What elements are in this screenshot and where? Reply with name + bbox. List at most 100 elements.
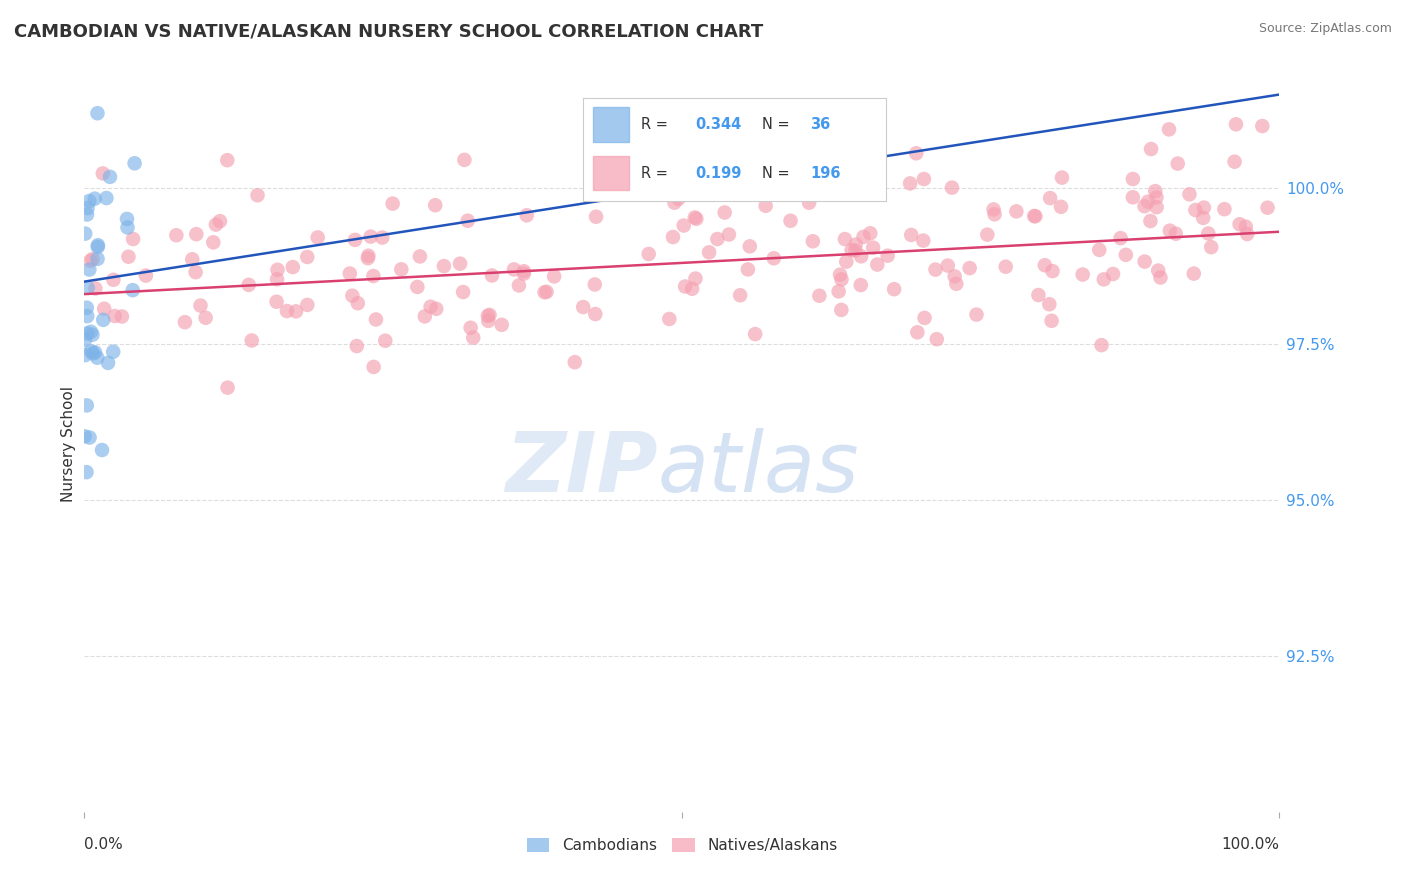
Point [1164,227,1187,241]
Point [80,344,103,359]
Point [849,249,872,263]
Text: N =: N = [762,117,794,132]
Point [697,245,720,260]
Point [91,313,114,327]
Point [93,301,115,316]
Point [664,195,686,210]
Point [460,320,482,334]
Point [508,278,530,293]
Point [983,207,1005,221]
Point [1149,270,1171,285]
Bar [592,107,628,142]
Point [364,312,387,326]
Point [801,234,824,248]
Point [905,146,928,161]
Point [82,346,104,360]
Point [693,167,716,181]
Point [1167,156,1189,170]
Text: CAMBODIAN VS NATIVE/ALASKAN NURSERY SCHOOL CORRELATION CHART: CAMBODIAN VS NATIVE/ALASKAN NURSERY SCHO… [14,22,763,40]
Point [706,232,728,246]
Point [73,333,96,347]
Point [834,232,856,246]
Point [363,268,385,283]
Point [738,239,761,253]
Point [752,172,775,186]
Point [79,431,101,445]
Point [936,259,959,273]
Point [1184,202,1206,217]
Point [797,195,820,210]
Point [79,253,101,268]
Point [453,153,475,167]
Point [516,208,538,222]
Point [87,238,110,252]
Point [912,234,935,248]
Point [1229,217,1251,231]
Point [673,173,696,187]
Point [266,294,288,309]
Point [943,269,966,284]
Point [76,281,98,295]
Point [883,282,905,296]
Text: 196: 196 [810,166,841,180]
Point [357,249,380,263]
Point [86,351,108,365]
Point [297,250,319,264]
Point [117,250,139,264]
Point [503,262,526,277]
Point [79,262,101,277]
Point [1115,248,1137,262]
Point [1071,268,1094,282]
Point [111,310,134,324]
Point [1197,227,1219,241]
Point [941,180,963,194]
Point [449,257,471,271]
Point [181,252,204,267]
Point [1159,224,1181,238]
Point [122,232,145,246]
Point [425,198,447,212]
Point [673,279,696,293]
Point [451,285,474,299]
Point [205,218,228,232]
Point [1178,187,1201,202]
Point [84,345,107,359]
Point [866,258,889,272]
Point [685,271,707,285]
Text: R =: R = [641,166,672,180]
Point [124,156,146,170]
Point [406,280,429,294]
Point [681,282,703,296]
Point [346,339,368,353]
Point [190,299,212,313]
Point [297,298,319,312]
Point [413,310,436,324]
Point [1028,288,1050,302]
Point [477,309,499,323]
Text: 0.0%: 0.0% [84,838,124,853]
Point [900,227,922,242]
Point [97,356,120,370]
Point [374,334,396,348]
Point [96,191,118,205]
Point [1144,184,1167,198]
Point [1192,211,1215,225]
Point [360,229,382,244]
Point [80,325,103,339]
Point [82,252,104,267]
Point [344,233,367,247]
Point [1088,243,1111,257]
Point [658,312,681,326]
Point [1024,209,1046,223]
Point [481,268,503,283]
Point [779,213,801,227]
Point [859,227,882,241]
Point [1147,263,1170,277]
Legend: Cambodians, Natives/Alaskans: Cambodians, Natives/Alaskans [520,832,844,859]
Point [491,318,513,332]
Point [831,272,853,286]
Point [1102,267,1125,281]
Point [513,267,536,281]
Point [966,308,988,322]
Y-axis label: Nursery School: Nursery School [60,385,76,502]
